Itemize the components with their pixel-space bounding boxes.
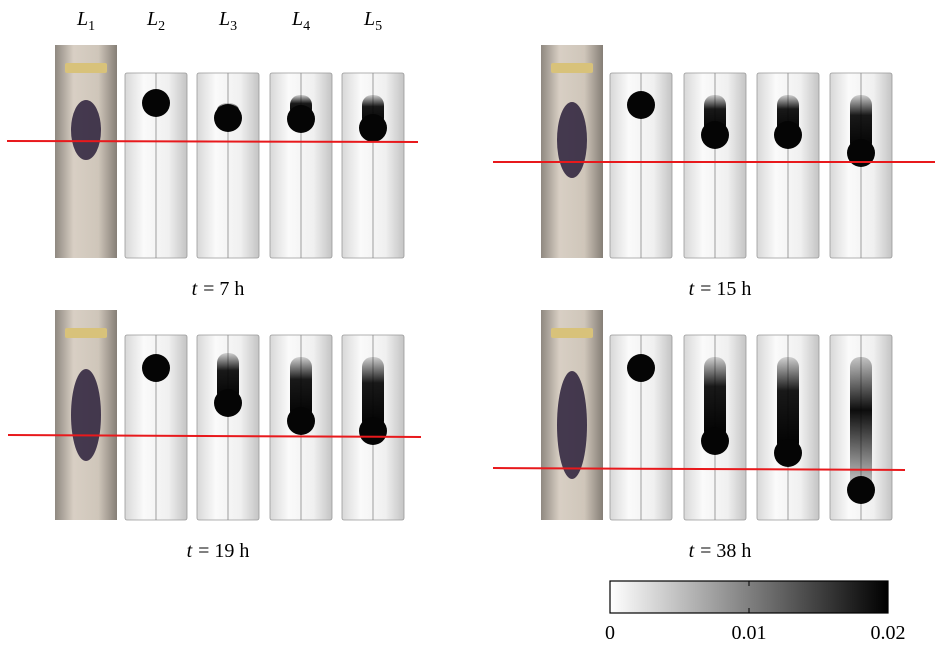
caption: t= 15 h (689, 278, 752, 300)
dye-blob (627, 91, 655, 119)
interface-line (7, 141, 418, 142)
cap (551, 63, 593, 73)
column-label: L3 (218, 8, 237, 34)
dye (71, 100, 101, 160)
dye-blob (142, 354, 170, 382)
caption-text: = 7 h (203, 278, 244, 300)
caption: t= 38 h (689, 540, 752, 562)
colorbar-tick-label: 0 (605, 622, 615, 644)
dye-blob (214, 389, 242, 417)
dye-blob (142, 89, 170, 117)
caption-symbol: t (689, 540, 695, 562)
caption-text: = 19 h (198, 540, 249, 562)
dye-blob (287, 407, 315, 435)
caption-symbol: t (187, 540, 193, 562)
column-label-subscript: 4 (303, 19, 310, 34)
dye-blob (359, 417, 387, 445)
column-label: L2 (146, 8, 165, 34)
caption-symbol: t (192, 278, 198, 300)
caption-text: = 38 h (700, 540, 751, 562)
dye (71, 369, 101, 461)
column-label-symbol: L (218, 8, 230, 30)
cap (551, 328, 593, 338)
column-label: L4 (291, 8, 310, 34)
caption: t= 19 h (187, 540, 250, 562)
dye-tail (777, 357, 799, 453)
dye-blob (774, 121, 802, 149)
colorbar-tick-label: 0.02 (871, 622, 906, 644)
column-label-subscript: 1 (88, 19, 95, 34)
caption-text: = 15 h (700, 278, 751, 300)
cap (65, 328, 107, 338)
column-label-subscript: 2 (158, 19, 165, 34)
dye (557, 371, 587, 479)
dye-blob (701, 121, 729, 149)
column-label-symbol: L (291, 8, 303, 30)
dye-blob (287, 105, 315, 133)
column-label-symbol: L (146, 8, 158, 30)
dye-blob (214, 104, 242, 132)
column-label: L1 (76, 8, 95, 34)
dye-blob (359, 114, 387, 142)
dye-blob (701, 427, 729, 455)
dye-blob (627, 354, 655, 382)
dye (557, 102, 587, 178)
colorbar-tick-label: 0.01 (732, 622, 767, 644)
column-label: L5 (363, 8, 382, 34)
caption: t= 7 h (192, 278, 245, 300)
column-label-subscript: 3 (230, 19, 237, 34)
dye-blob (847, 476, 875, 504)
figure: t= 7 ht= 15 ht= 19 ht= 38 h L1L2L3L4L500… (0, 0, 935, 647)
cap (65, 63, 107, 73)
column-label-symbol: L (76, 8, 88, 30)
column-label-subscript: 5 (375, 19, 382, 34)
dye-blob (774, 439, 802, 467)
column-label-symbol: L (363, 8, 375, 30)
caption-symbol: t (689, 278, 695, 300)
